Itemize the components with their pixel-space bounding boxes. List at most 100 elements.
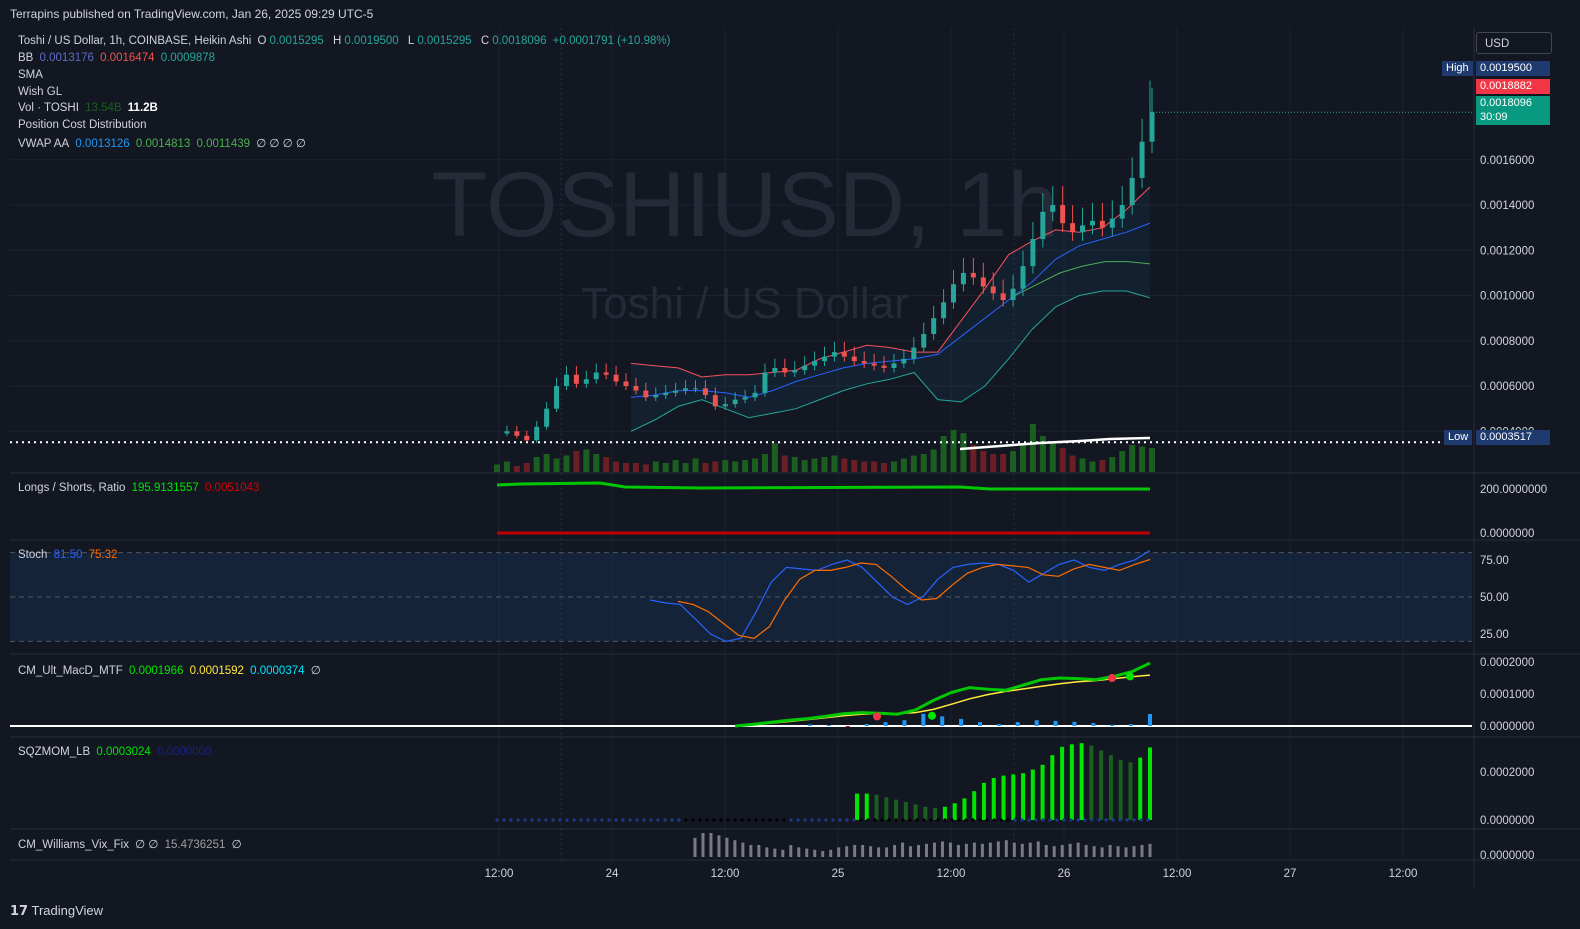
sqz-bar <box>874 794 879 820</box>
sqz-dot <box>859 818 863 822</box>
volume-bar <box>672 460 679 472</box>
candle-body <box>663 392 669 396</box>
sqz-dot <box>915 818 919 822</box>
candle-body <box>1080 225 1086 233</box>
vol-legend[interactable]: Vol · TOSHI 13.54B 11.2B <box>18 102 161 114</box>
sqz-dot <box>509 818 513 822</box>
candle-body <box>871 363 877 366</box>
macd-signal-value: 0.0001592 <box>189 665 244 677</box>
macd-hist-bar <box>845 726 850 727</box>
volume-bar <box>1010 451 1017 472</box>
volume-bar <box>990 454 997 472</box>
candle-body <box>534 426 540 441</box>
volume-bar <box>1109 457 1116 472</box>
sqz-bar <box>991 778 996 820</box>
candle-body <box>643 390 649 398</box>
ls-label: Longs / Shorts, Ratio <box>18 482 126 494</box>
sqz-dot <box>866 818 870 822</box>
sqz-dot <box>957 818 961 822</box>
sma-legend[interactable]: SMA <box>18 69 43 81</box>
stoch-tick-label: 75.00 <box>1480 555 1509 567</box>
macd-hist-bar <box>996 724 1001 726</box>
vix-bar <box>733 840 737 857</box>
sqz-dot <box>705 818 709 822</box>
volume-bar <box>1149 448 1155 472</box>
sqz-dot <box>635 818 639 822</box>
vwap-legend[interactable]: VWAP AA 0.0013126 0.0014813 0.0011439 ∅ … <box>18 136 309 150</box>
sqz-bar <box>1079 743 1084 820</box>
candle-body <box>841 352 847 357</box>
sqz-dot <box>565 818 569 822</box>
candle-body <box>1119 205 1125 219</box>
vol-value: 11.2B <box>127 102 158 114</box>
macd-hist-bar <box>1110 724 1115 726</box>
sqz-label: SQZMOM_LB <box>18 746 91 758</box>
sqz-dot <box>656 818 660 822</box>
vix-bar <box>940 841 944 857</box>
price-tick-label: 0.0008000 <box>1480 336 1534 348</box>
volume-bar <box>553 458 560 472</box>
volume-bar <box>1069 455 1076 472</box>
sqz-bar <box>972 791 977 820</box>
macd-tick-label: 0.0001000 <box>1480 689 1534 701</box>
volume-bar <box>603 457 610 472</box>
wish-legend[interactable]: Wish GL <box>18 86 63 98</box>
bb-basis-value: 0.0013176 <box>39 52 94 64</box>
sqz-bar <box>1040 764 1045 820</box>
candle-body <box>752 392 758 398</box>
macd-cross-dot <box>1108 674 1116 682</box>
tradingview-logo[interactable]: 𝟭𝟳 TradingView <box>10 903 104 918</box>
stoch-legend[interactable]: Stoch 81.50 75.32 <box>18 549 120 561</box>
sqz-bar <box>981 782 986 820</box>
vix-bar <box>885 847 889 857</box>
sqz-bar <box>923 806 928 820</box>
bb-legend[interactable]: BB 0.0013176 0.0016474 0.0009878 <box>18 52 218 64</box>
chart-canvas[interactable]: 12:002412:002512:002612:002712:000.00040… <box>0 28 1580 895</box>
vix-legend[interactable]: CM_Williams_Vix_Fix ∅ ∅ 15.4736251 ∅ <box>18 837 245 851</box>
sqz-dot <box>1104 818 1108 822</box>
sqz-bar <box>864 793 869 820</box>
volume-bar <box>513 466 520 472</box>
currency-button[interactable]: USD <box>1476 32 1552 54</box>
low-value: 0.0015295 <box>417 35 472 47</box>
vix-bar <box>725 837 729 857</box>
vix-bar <box>749 845 753 857</box>
macd-hist-bar <box>902 720 907 726</box>
macd-hist-bar <box>921 713 926 726</box>
sqz-dot <box>887 818 891 822</box>
sqz-dot <box>719 818 723 822</box>
candle-body <box>573 374 579 384</box>
volume-bar <box>662 463 669 472</box>
macd-legend[interactable]: CM_Ult_MacD_MTF 0.0001966 0.0001592 0.00… <box>18 663 324 677</box>
sqz-bar <box>913 804 918 820</box>
candle-body <box>772 367 778 373</box>
vix-bar <box>837 847 841 857</box>
sqz-dot <box>614 818 618 822</box>
vix-bar <box>1116 846 1120 857</box>
vix-bar <box>1052 846 1056 857</box>
volume-bar <box>811 458 818 472</box>
sqz-legend[interactable]: SQZMOM_LB 0.0003024 0.0000000 <box>18 746 214 758</box>
sqz-dot <box>649 818 653 822</box>
vix-bar <box>1028 842 1032 857</box>
macd-hist-value: 0.0000374 <box>250 665 305 677</box>
macd-hist-bar <box>1015 722 1020 726</box>
candle-body <box>603 372 609 375</box>
sqz-dot <box>894 818 898 822</box>
stoch-label: Stoch <box>18 549 48 561</box>
vix-bar <box>988 842 992 857</box>
volume-bar <box>712 461 719 472</box>
vix-bar <box>829 849 833 857</box>
time-tick-label: 12:00 <box>485 868 514 880</box>
macd-value: 0.0001966 <box>129 665 184 677</box>
high-label: H <box>333 35 342 47</box>
ls-legend[interactable]: Longs / Shorts, Ratio 195.9131557 0.0051… <box>18 482 262 494</box>
vix-bar <box>972 842 976 857</box>
chart-frame[interactable]: 12:002412:002512:002612:002712:000.00040… <box>0 28 1580 895</box>
volume-bar <box>623 463 630 472</box>
candle-body <box>861 361 867 364</box>
vix-bar <box>877 847 881 857</box>
pcd-legend[interactable]: Position Cost Distribution <box>18 119 147 131</box>
volume-bar <box>732 461 739 472</box>
vix-bar <box>1004 840 1008 857</box>
